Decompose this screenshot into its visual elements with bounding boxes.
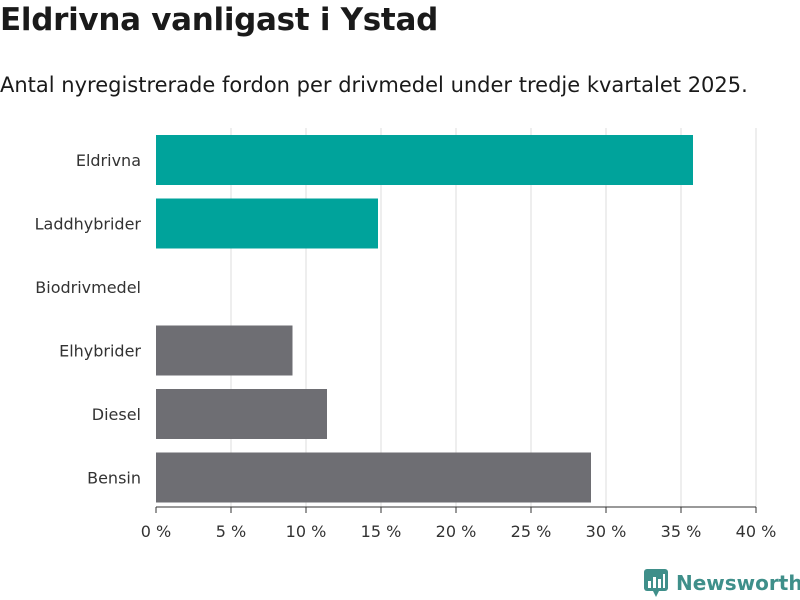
axis-labels: 0 % 5 % 10 % 15 % 20 % 25 % 30 % 35 % 40 % Eldriv…	[35, 151, 777, 541]
x-tick-label: 0 %	[141, 522, 171, 541]
category-label: Bensin	[87, 469, 141, 488]
category-label: Elhybrider	[59, 342, 141, 361]
bars	[156, 135, 693, 503]
x-tick-label: 10 %	[286, 522, 327, 541]
bar-chart: 0 % 5 % 10 % 15 % 20 % 25 % 30 % 35 % 40 % Eldriv…	[35, 128, 777, 541]
bar-elhybrider	[156, 325, 293, 376]
x-tick-label: 30 %	[586, 522, 627, 541]
category-label: Diesel	[92, 405, 141, 424]
x-tick-label: 35 %	[661, 522, 702, 541]
x-tick-label: 25 %	[511, 522, 552, 541]
bar-diesel	[156, 389, 327, 439]
x-tick-label: 5 %	[216, 522, 246, 541]
grid-lines	[230, 128, 757, 507]
category-label: Biodrivmedel	[35, 278, 141, 297]
category-label: Eldrivna	[76, 151, 141, 170]
x-tick-label: 40 %	[736, 522, 777, 541]
bar-laddhybrider	[156, 198, 378, 249]
x-tick-label: 20 %	[436, 522, 477, 541]
bar-bensin	[156, 452, 591, 503]
newsworthy-logo-icon	[644, 569, 668, 597]
chart-subtitle: Antal nyregistrerade fordon per drivmede…	[0, 73, 748, 97]
chart-title: Eldrivna vanligast i Ystad	[0, 2, 438, 38]
bar-eldrivna	[156, 135, 693, 185]
brand-name: Newsworthy	[676, 571, 800, 595]
category-label: Laddhybrider	[35, 215, 142, 234]
brand-footer: Newsworthy	[644, 569, 800, 597]
x-tick-label: 15 %	[361, 522, 402, 541]
axes	[155, 506, 757, 513]
